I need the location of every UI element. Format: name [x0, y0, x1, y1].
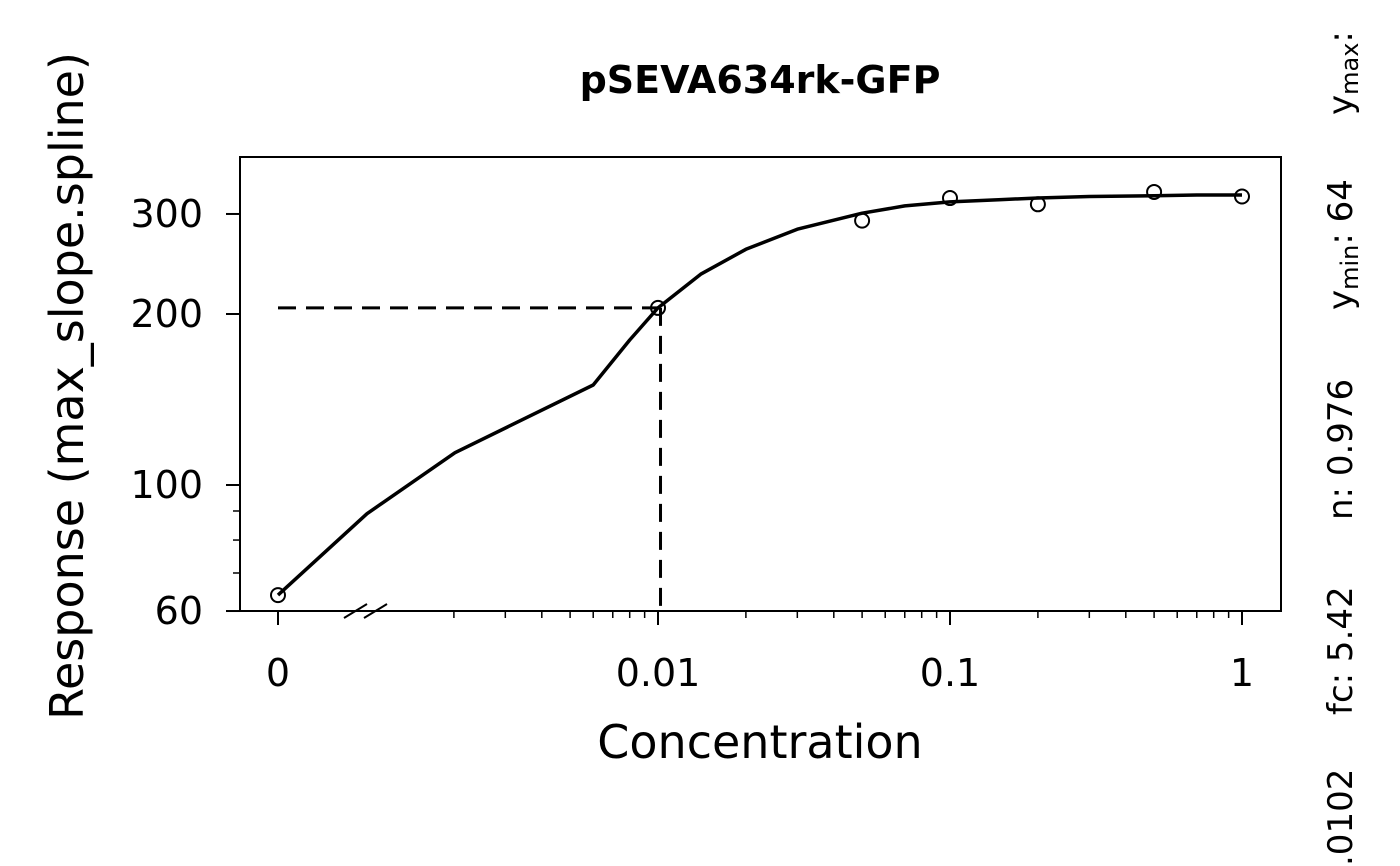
axes: 0 0.01 0.1 1 60 100 200 300 — [130, 192, 1254, 695]
side-param-ec50: .0102 — [1321, 769, 1361, 866]
side-parameters: .0102 fc: 5.42 n: 0.976 ymin: 64 ymax: — [1321, 31, 1364, 866]
side-param-ymin: ymin: 64 — [1321, 179, 1364, 310]
plot-frame — [239, 156, 1282, 612]
y-tick-label: 60 — [155, 589, 203, 633]
x-tick-label: 0 — [266, 651, 290, 695]
data-point — [270, 587, 286, 604]
x-tick-label: 1 — [1230, 651, 1254, 695]
fit-curve — [276, 193, 1242, 597]
points-layer — [270, 183, 1250, 604]
y-tick-label: 300 — [130, 192, 203, 236]
side-param-fc: fc: 5.42 — [1321, 586, 1361, 715]
x-axis-break-mark — [363, 603, 388, 619]
fit-curve-layer — [276, 193, 1242, 597]
data-point — [854, 212, 871, 229]
y-axis-label: Response (max_slope.spline) — [40, 52, 94, 720]
chart-title: pSEVA634rk-GFP — [580, 58, 941, 102]
x-axis-break-mark — [343, 603, 368, 619]
x-tick-label: 0.1 — [920, 651, 980, 695]
data-point — [942, 190, 958, 207]
data-point — [1146, 183, 1163, 200]
x-tick-label: 0.01 — [616, 651, 701, 695]
y-tick-label: 200 — [130, 292, 203, 336]
ec50-guides — [278, 306, 663, 611]
x-axis-label: Concentration — [597, 715, 922, 769]
y-tick-label: 100 — [130, 463, 203, 507]
data-point — [1029, 196, 1046, 213]
side-param-ymax: ymax: — [1321, 31, 1364, 115]
data-point — [1234, 188, 1250, 205]
side-param-n: n: 0.976 — [1321, 379, 1361, 520]
data-point — [650, 299, 666, 316]
